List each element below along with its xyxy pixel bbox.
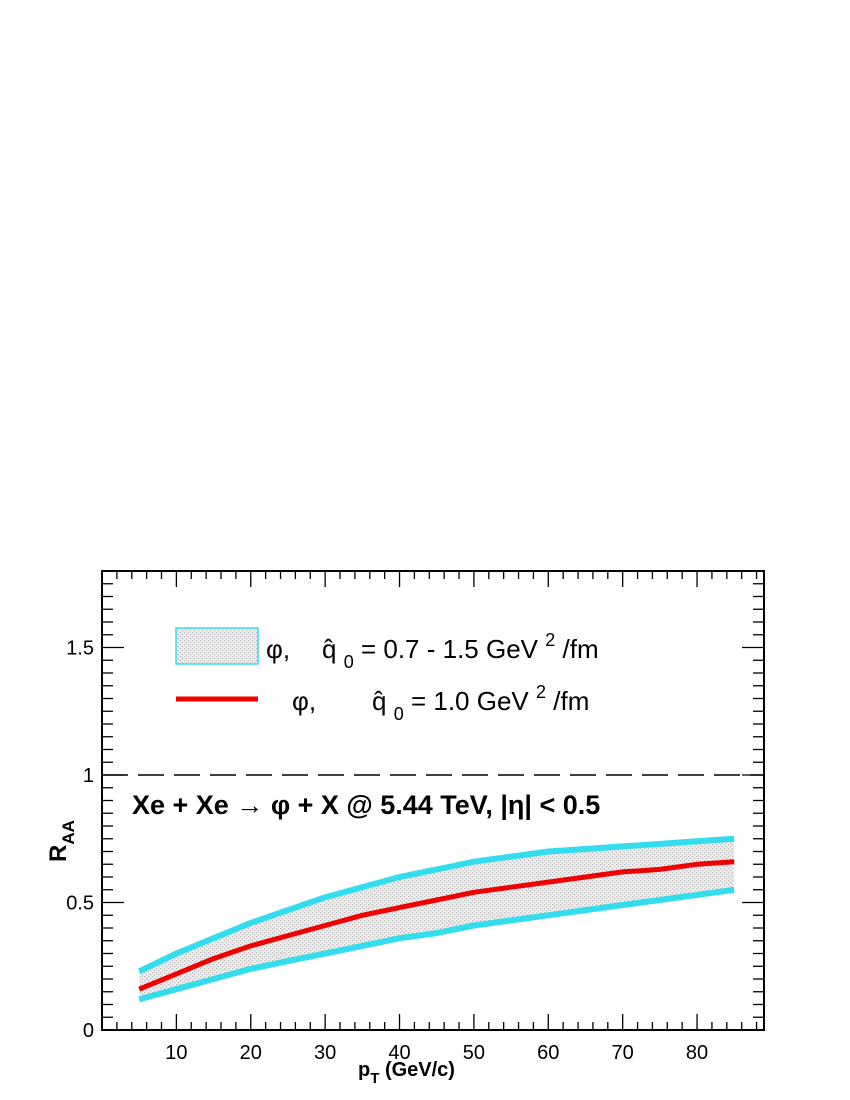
axis-ticks: 10 20 30 40 50 60 70 80 0 0.5 1 1.5 (66, 570, 764, 1064)
y-tick-label: 0.5 (66, 893, 94, 915)
legend-band-swatch (175, 627, 259, 665)
x-tick-label: 80 (686, 1042, 708, 1064)
y-tick-label: 0 (83, 1020, 94, 1042)
x-axis-title: pT (GeV/c) (358, 1059, 455, 1087)
collision-annotation: Xe + Xe → φ + X @ 5.44 TeV, |η| < 0.5 (132, 790, 600, 820)
x-tick-label: 40 (388, 1042, 410, 1064)
band-upper-edge (137, 835, 735, 975)
y-tick-label: 1 (83, 765, 94, 787)
y-tick-label: 1.5 (66, 638, 94, 660)
x-tick-label: 10 (165, 1042, 187, 1064)
band-lower-edge (138, 886, 735, 1003)
x-tick-label: 60 (537, 1042, 559, 1064)
legend-line-label: φ, q̂ 0 = 1.0 GeV 2 /fm (292, 674, 589, 726)
x-tick-label: 50 (463, 1042, 485, 1064)
legend-band-label: φ, q̂ 0 = 0.7 - 1.5 GeV 2 /fm (266, 622, 599, 674)
x-tick-label: 70 (612, 1042, 634, 1064)
legend: φ, q̂ 0 = 0.7 - 1.5 GeV 2 /fm φ, q̂ 0 = … (175, 622, 599, 726)
x-tick-label: 20 (240, 1042, 262, 1064)
y-axis-title: RAA (45, 820, 78, 862)
plot-area (102, 774, 764, 1003)
x-tick-label: 30 (314, 1042, 336, 1064)
